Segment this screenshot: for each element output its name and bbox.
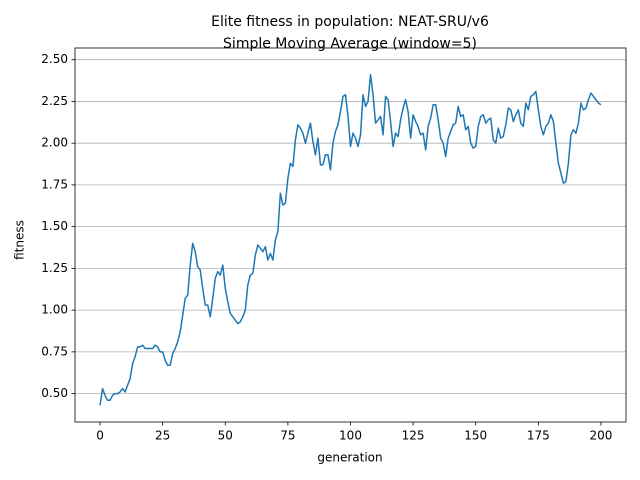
chart-title: Elite fitness in population: NEAT-SRU/v6 [211, 14, 489, 30]
x-tick-label: 50 [218, 429, 233, 443]
x-tick-label: 175 [527, 429, 550, 443]
x-tick-label: 0 [96, 429, 104, 443]
line-series [99, 73, 602, 406]
x-tick-label: 75 [280, 429, 295, 443]
x-tick-label: 150 [464, 429, 487, 443]
y-tick-label: 0.75 [41, 344, 68, 358]
x-tick-label: 125 [402, 429, 425, 443]
x-axis-label: generation [317, 451, 382, 465]
y-tick-label: 2.00 [41, 136, 68, 150]
x-tick-label: 100 [339, 429, 362, 443]
x-tick-label: 25 [155, 429, 170, 443]
axes-frame [74, 47, 627, 423]
y-tick-label: 1.75 [41, 177, 68, 191]
y-tick-label: 2.50 [41, 52, 68, 66]
y-tick-label: 2.25 [41, 94, 68, 108]
y-tick-label: 1.00 [41, 303, 68, 317]
y-axis-label: fitness [13, 220, 27, 260]
y-tick-label: 1.50 [41, 219, 68, 233]
x-tick-label: 200 [590, 429, 613, 443]
y-tick-label: 0.50 [41, 386, 68, 400]
chart-subtitle: Simple Moving Average (window=5) [223, 36, 477, 52]
y-tick-label: 1.25 [41, 261, 68, 275]
